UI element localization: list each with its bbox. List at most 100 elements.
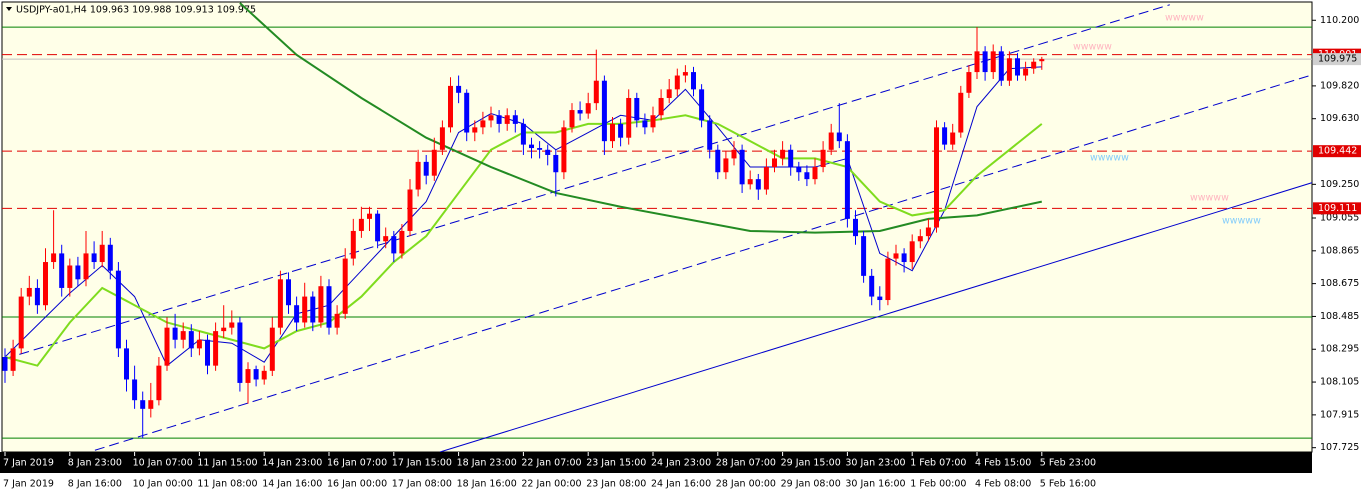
x-tick-label: 17 Jan 15:00 xyxy=(392,458,452,469)
x-tick-label: 22 Jan 00:00 xyxy=(521,479,581,490)
candle-body xyxy=(415,161,421,190)
candle-body xyxy=(707,120,713,150)
candle-body xyxy=(885,258,891,301)
candle-body xyxy=(966,72,972,93)
candle-body xyxy=(950,132,956,145)
y-tick-label: 109.055 xyxy=(1320,213,1359,224)
candle-body xyxy=(828,132,834,150)
candle-body xyxy=(294,305,300,323)
annotation: wwwww xyxy=(1222,216,1261,227)
candle-body xyxy=(391,236,397,254)
y-tick-label: 108.865 xyxy=(1320,245,1359,256)
x-tick-label: 29 Jan 08:00 xyxy=(781,479,841,490)
candle-body xyxy=(723,158,729,173)
candle-body xyxy=(375,213,381,242)
candle-body xyxy=(1023,68,1029,76)
candle-body xyxy=(326,286,332,328)
candle-body xyxy=(796,167,802,173)
candle-body xyxy=(836,132,842,142)
candle-body xyxy=(318,286,324,323)
candle-body xyxy=(561,127,567,173)
x-tick-label: 5 Feb 23:00 xyxy=(1040,458,1096,469)
x-tick-label: 1 Feb 00:00 xyxy=(910,479,966,490)
chart-title: USDJPY-a01,H4 109.963 109.988 109.913 10… xyxy=(16,5,256,16)
y-tick-label: 109.250 xyxy=(1320,179,1359,190)
x-tick-label: 8 Jan 23:00 xyxy=(68,458,122,469)
x-tick-label: 23 Jan 15:00 xyxy=(586,458,646,469)
candle-body xyxy=(569,110,575,128)
x-tick-label: 24 Jan 23:00 xyxy=(651,458,711,469)
candle-body xyxy=(520,123,526,145)
candle-body xyxy=(861,236,867,276)
candle-body xyxy=(91,253,97,263)
candle-body xyxy=(448,85,453,128)
candle-body xyxy=(934,127,939,228)
x-tick-label: 28 Jan 07:00 xyxy=(716,458,776,469)
candle-body xyxy=(577,110,583,114)
x-tick-label: 22 Jan 07:00 xyxy=(521,458,581,469)
annotation: wwwww xyxy=(1165,13,1204,24)
candle-body xyxy=(269,327,275,371)
candle-body xyxy=(34,287,40,306)
candle-body xyxy=(464,92,470,133)
candle-body xyxy=(666,89,672,98)
x-tick-label: 24 Jan 16:00 xyxy=(651,479,711,490)
candle-body xyxy=(407,189,413,231)
x-tick-label: 10 Jan 00:00 xyxy=(133,479,193,490)
candle-body xyxy=(642,120,648,128)
time-band xyxy=(0,452,1312,473)
candle-body xyxy=(553,154,559,173)
trendline xyxy=(94,75,1311,451)
candle-body xyxy=(383,236,389,242)
x-tick-label: 29 Jan 15:00 xyxy=(781,458,841,469)
candle-body xyxy=(909,241,915,263)
candle-body xyxy=(213,331,219,366)
candle-body xyxy=(691,72,696,90)
x-tick-label: 1 Feb 07:00 xyxy=(910,458,966,469)
x-tick-label: 10 Jan 07:00 xyxy=(133,458,193,469)
x-tick-label: 4 Feb 15:00 xyxy=(975,458,1031,469)
candle-body xyxy=(43,262,48,306)
candle-body xyxy=(302,296,308,323)
y-tick-label: 108.675 xyxy=(1320,278,1359,289)
candle-body xyxy=(286,279,291,306)
candle-body xyxy=(180,331,186,340)
x-tick-label: 7 Jan 2019 xyxy=(3,458,54,469)
candle-body xyxy=(59,253,65,288)
candle-body xyxy=(820,149,826,168)
candle-body xyxy=(731,149,737,159)
candle-body xyxy=(245,369,251,383)
candle-body xyxy=(496,115,502,124)
y-tick-label: 107.725 xyxy=(1320,442,1359,453)
candle-body xyxy=(342,258,348,314)
candle-body xyxy=(164,327,170,366)
y-tick-label: 107.915 xyxy=(1320,409,1359,420)
candle-body xyxy=(253,369,259,380)
x-tick-label: 30 Jan 16:00 xyxy=(845,479,905,490)
level-label: 109.111 xyxy=(1318,203,1357,214)
candle-body xyxy=(537,148,543,150)
x-tick-label: 18 Jan 23:00 xyxy=(457,458,517,469)
candle-body xyxy=(893,253,899,259)
candle-body xyxy=(107,244,113,271)
menu-arrow[interactable] xyxy=(6,7,12,11)
candle-body xyxy=(124,348,129,380)
candle-body xyxy=(488,115,494,121)
y-tick-label: 109.820 xyxy=(1320,80,1359,91)
candle-body xyxy=(739,149,745,185)
candle-body xyxy=(221,327,227,332)
x-tick-label: 14 Jan 23:00 xyxy=(262,458,322,469)
candle-body xyxy=(229,322,235,328)
candle-body xyxy=(844,141,850,219)
candle-body xyxy=(618,123,624,138)
candle-body xyxy=(237,322,243,383)
candle-body xyxy=(529,144,534,149)
candle-body xyxy=(699,89,705,121)
y-tick-label: 108.105 xyxy=(1320,377,1359,388)
candle-body xyxy=(1006,58,1012,81)
candle-body xyxy=(747,179,753,185)
candle-body xyxy=(26,287,32,297)
candle-body xyxy=(610,123,615,142)
candle-body xyxy=(958,92,964,133)
candle-body xyxy=(188,331,194,349)
